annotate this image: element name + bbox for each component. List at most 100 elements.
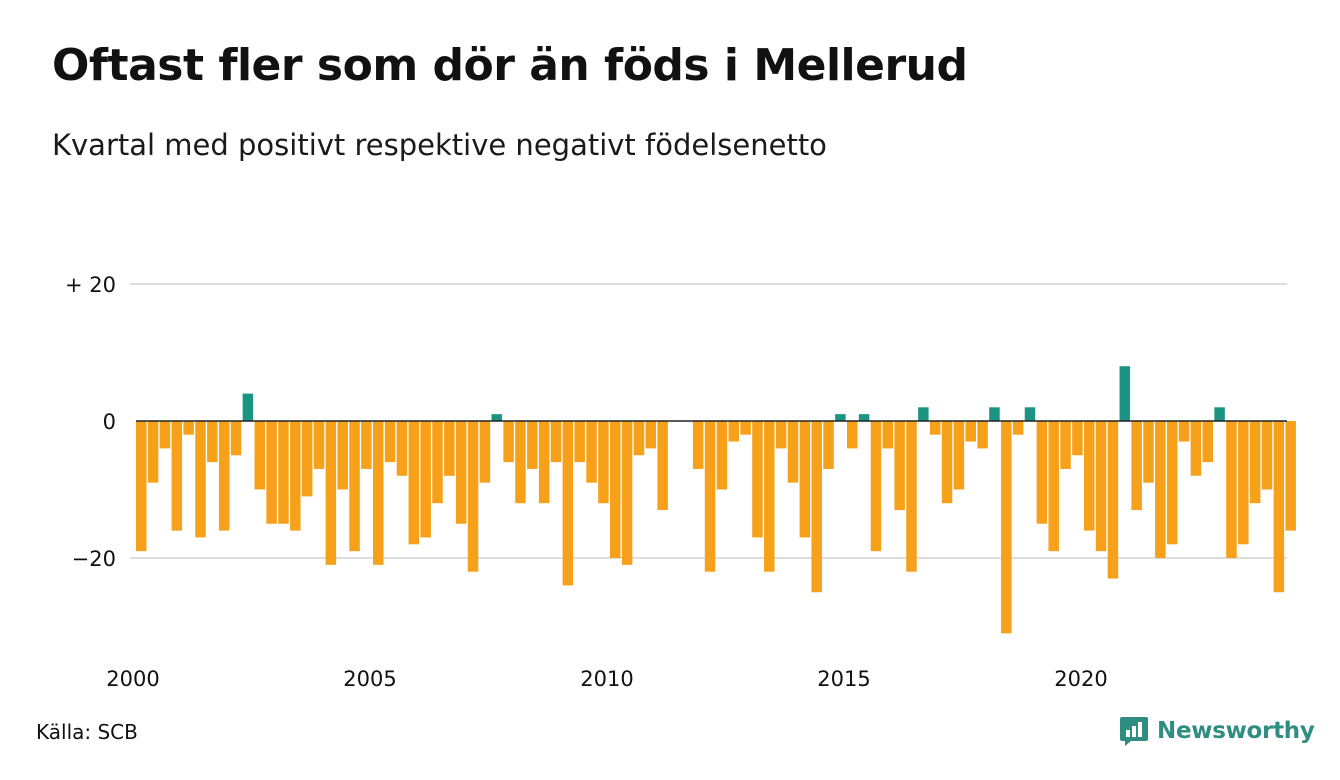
y-axis-ticks: + 20 0 −20 [65, 273, 116, 571]
bar-negative [1178, 421, 1190, 442]
bar-negative [538, 421, 550, 504]
bar-negative [420, 421, 431, 538]
bar-negative [147, 421, 159, 483]
bar-negative [752, 421, 763, 538]
brand-name: Newsworthy [1157, 718, 1315, 744]
bar-negative [1273, 421, 1285, 593]
bar-negative [230, 421, 242, 456]
bar-negative [1012, 421, 1024, 435]
bar-negative [1285, 421, 1296, 531]
bar-negative [1249, 421, 1261, 504]
bar-negative [337, 421, 348, 490]
y-tick-label: + 20 [65, 273, 116, 297]
bar-negative [953, 421, 965, 490]
bar-negative [586, 421, 597, 483]
bar-negative [965, 421, 976, 442]
bar-negative [906, 421, 917, 572]
x-tick-label: 2010 [580, 667, 633, 691]
bar-negative [633, 421, 645, 456]
bar-negative [799, 421, 811, 538]
bar-negative [479, 421, 491, 483]
bar-negative [1084, 421, 1095, 531]
bar-negative [1131, 421, 1142, 511]
bar-negative [941, 421, 953, 504]
bars [136, 366, 1296, 634]
bar-negative [562, 421, 574, 586]
bar-negative [171, 421, 183, 531]
bar-negative [550, 421, 562, 463]
bar-negative [977, 421, 988, 449]
bar-positive [1024, 407, 1036, 421]
bar-negative [195, 421, 206, 538]
bar-negative [384, 421, 396, 463]
bar-negative [847, 421, 858, 449]
bar-negative [728, 421, 739, 442]
bar-negative [1261, 421, 1273, 490]
bar-negative [1060, 421, 1071, 469]
bar-negative [740, 421, 751, 435]
bar-negative [444, 421, 455, 476]
bar-negative [218, 421, 230, 531]
bar-positive [242, 393, 254, 421]
bar-negative [610, 421, 621, 558]
bar-negative [503, 421, 514, 463]
bar-negative [621, 421, 633, 565]
bar-negative [515, 421, 526, 504]
bar-negative [408, 421, 420, 545]
bar-negative [254, 421, 265, 490]
bar-negative [136, 421, 147, 552]
y-tick-label: 0 [103, 410, 116, 434]
bar-negative [870, 421, 882, 552]
bar-negative [361, 421, 372, 469]
bar-positive [858, 414, 870, 421]
newsworthy-logo[interactable]: Newsworthy [1119, 715, 1315, 747]
bar-negative [692, 421, 704, 469]
bar-negative [1155, 421, 1166, 558]
y-tick-label: −20 [72, 547, 116, 571]
bar-negative [645, 421, 657, 449]
bar-negative [598, 421, 609, 504]
source-label: Källa: SCB [36, 720, 138, 744]
bar-negative [207, 421, 218, 463]
bar-negative [373, 421, 384, 565]
bar-negative [882, 421, 894, 449]
bar-negative [1095, 421, 1107, 552]
bar-negative [455, 421, 467, 524]
bar-negative [183, 421, 194, 435]
bar-negative [657, 421, 668, 511]
bar-negative [349, 421, 360, 552]
bar-positive [918, 407, 929, 421]
bar-negative [574, 421, 585, 463]
bar-negative [1107, 421, 1119, 579]
bar-negative [290, 421, 301, 531]
bar-chart: + 20 0 −20 2000 2005 2010 2015 2020 [65, 273, 1296, 691]
bar-negative [1072, 421, 1083, 456]
x-tick-label: 2015 [817, 667, 870, 691]
bar-positive [1214, 407, 1225, 421]
bar-negative [1202, 421, 1213, 463]
bar-negative [467, 421, 479, 572]
bar-negative [823, 421, 834, 469]
bar-negative [159, 421, 171, 449]
bar-negative [894, 421, 905, 511]
bar-positive [989, 407, 1000, 421]
bar-negative [811, 421, 822, 593]
bar-negative [278, 421, 289, 524]
bar-negative [1036, 421, 1048, 524]
bar-negative [1166, 421, 1178, 545]
x-tick-label: 2000 [106, 667, 159, 691]
bar-positive [835, 414, 846, 421]
bar-negative [1238, 421, 1249, 545]
bar-positive [1119, 366, 1131, 421]
bar-negative [396, 421, 408, 476]
x-axis-ticks: 2000 2005 2010 2015 2020 [106, 667, 1107, 691]
x-tick-label: 2005 [343, 667, 396, 691]
bar-negative [1226, 421, 1237, 558]
bar-negative [313, 421, 325, 469]
chart-subtitle: Kvartal med positivt respektive negativt… [52, 128, 827, 162]
bar-negative [301, 421, 313, 497]
bar-negative [929, 421, 941, 435]
bar-negative [1190, 421, 1202, 476]
bar-positive [491, 414, 502, 421]
bar-negative [325, 421, 337, 565]
